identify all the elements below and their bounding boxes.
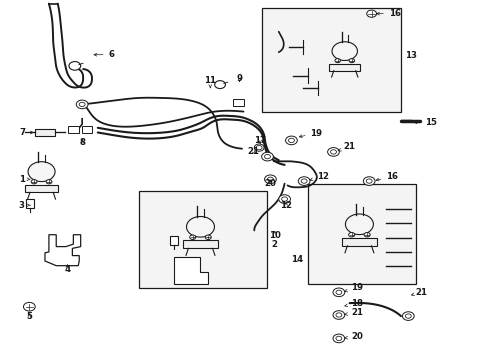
Bar [307,184,415,284]
Polygon shape [45,235,81,266]
Circle shape [69,62,81,70]
Text: 5: 5 [26,312,32,321]
Circle shape [288,138,294,143]
Circle shape [76,100,88,109]
Bar [68,126,79,133]
Bar [139,191,266,288]
Circle shape [335,336,341,341]
Circle shape [330,150,336,154]
Text: 16: 16 [375,172,398,181]
Ellipse shape [28,162,55,181]
Circle shape [335,290,341,294]
Circle shape [405,314,410,318]
Circle shape [402,312,413,320]
Text: 12: 12 [280,201,291,210]
Text: 10: 10 [268,231,280,240]
Bar [169,236,177,245]
Circle shape [364,233,369,237]
Circle shape [334,59,340,63]
Text: 21: 21 [246,147,259,156]
Text: 20: 20 [264,179,276,188]
Text: 12: 12 [309,172,328,181]
Ellipse shape [345,214,373,235]
Bar [183,240,217,248]
Text: 11: 11 [204,76,216,88]
Circle shape [46,180,52,184]
Text: 4: 4 [64,265,70,274]
Text: 18: 18 [344,299,363,307]
Circle shape [348,59,354,63]
Text: 19: 19 [299,129,322,138]
Bar [81,126,92,133]
Text: 3: 3 [19,201,30,210]
Circle shape [281,197,287,201]
Text: 16: 16 [376,9,400,18]
Bar [25,185,58,193]
Circle shape [332,288,344,297]
Circle shape [278,195,290,203]
Bar [261,8,400,112]
Circle shape [298,177,309,185]
Ellipse shape [186,216,214,237]
Text: 21: 21 [337,142,355,151]
Circle shape [261,152,273,161]
Circle shape [366,179,371,183]
Circle shape [301,179,306,183]
Bar [342,238,376,246]
Bar [328,63,360,71]
Bar [26,199,34,208]
Circle shape [205,235,211,239]
Circle shape [264,154,270,159]
Circle shape [335,313,341,317]
Text: 21: 21 [411,288,427,297]
Circle shape [264,175,276,184]
Circle shape [363,177,374,185]
Circle shape [23,302,35,311]
Circle shape [267,177,273,181]
Text: 6: 6 [94,50,114,59]
Text: 15: 15 [413,118,436,127]
Text: 17: 17 [254,136,265,145]
Text: 20: 20 [344,332,362,341]
Text: 1: 1 [19,175,30,184]
Text: 14: 14 [290,255,303,264]
Text: 21: 21 [344,308,363,317]
Text: 7: 7 [20,128,33,137]
Circle shape [327,148,339,156]
Polygon shape [173,257,207,284]
Text: 13: 13 [404,51,416,60]
Circle shape [31,180,37,184]
Text: 19: 19 [344,284,363,292]
Text: 9: 9 [236,74,242,83]
Text: 8: 8 [79,138,85,147]
Circle shape [189,235,195,239]
Circle shape [254,144,264,151]
Text: 2: 2 [271,240,277,249]
Circle shape [256,145,262,150]
Circle shape [332,311,344,319]
Bar [232,99,243,106]
Ellipse shape [331,42,357,60]
Circle shape [366,10,376,17]
Circle shape [285,136,297,145]
Bar [35,129,55,136]
Circle shape [332,334,344,343]
Circle shape [79,102,85,107]
Circle shape [214,81,225,89]
Circle shape [348,233,354,237]
